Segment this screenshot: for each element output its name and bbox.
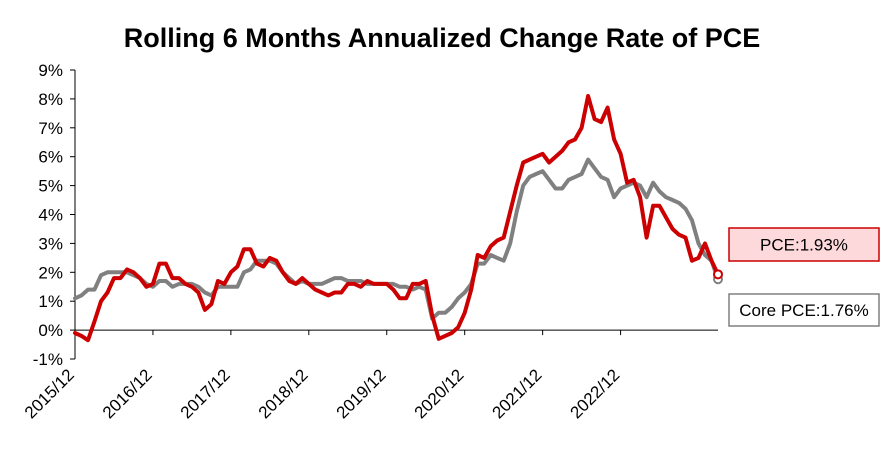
x-tick-label: 2018/12 (255, 365, 312, 422)
x-tick-label: 2016/12 (99, 365, 156, 422)
chart-title: Rolling 6 Months Annualized Change Rate … (124, 23, 761, 53)
y-axis: -1% 0% 1% 2% 3% 4% 5% 6% 7% 8% 9% (33, 61, 76, 369)
end-point-marker (713, 269, 723, 280)
y-tick-label: 0% (38, 321, 63, 340)
x-tick-label: 2022/12 (567, 365, 624, 422)
x-tick-label: 2019/12 (333, 365, 390, 422)
y-tick-label: 9% (38, 61, 63, 80)
y-tick-label: 6% (38, 148, 63, 167)
y-tick-label: 3% (38, 234, 63, 253)
y-tick-label: 4% (38, 206, 63, 225)
y-tick-label: 2% (38, 263, 63, 282)
pce-end-label-text: PCE:1.93% (760, 236, 848, 255)
x-axis: 2015/12 2016/12 2017/12 2018/12 2019/12 2020/… (21, 329, 718, 422)
pce-end-label: PCE:1.93% (728, 227, 880, 262)
x-tick-label: 2021/12 (489, 365, 546, 422)
core-pce-end-label: Core PCE:1.76% (728, 293, 880, 327)
end-labels: PCE:1.93% Core PCE:1.76% (728, 227, 880, 327)
x-tick-label: 2017/12 (177, 365, 234, 422)
x-tick-label: 2020/12 (411, 365, 468, 422)
core-pce-end-label-text: Core PCE:1.76% (739, 301, 868, 320)
y-tick-label: -1% (33, 350, 63, 369)
core-pce-end-label-box (728, 293, 880, 327)
y-tick-label: 1% (38, 292, 63, 311)
y-tick-label: 5% (38, 177, 63, 196)
series-line-core-pce (73, 157, 720, 321)
x-tick-label: 2015/12 (21, 365, 78, 422)
series-line-pce (73, 94, 720, 343)
y-tick-label: 7% (38, 119, 63, 138)
plot-area (73, 94, 723, 343)
y-tick-label: 8% (38, 90, 63, 109)
pce-end-label-box (728, 227, 880, 262)
